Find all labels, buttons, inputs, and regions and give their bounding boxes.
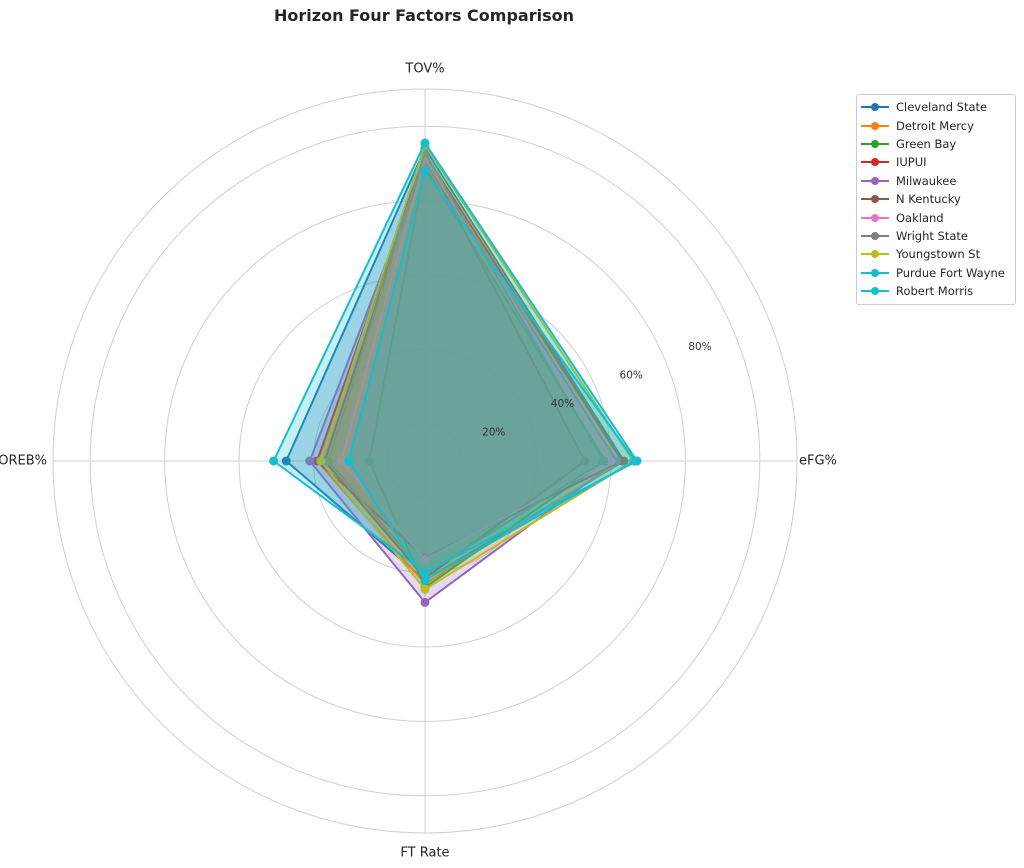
legend-label: Detroit Mercy — [896, 118, 974, 133]
chart-title: Horizon Four Factors Comparison — [274, 6, 574, 25]
radial-tick-label: 80% — [688, 341, 711, 353]
legend-label: Youngstown St — [896, 247, 981, 262]
data-point — [420, 575, 430, 585]
legend-item: Oakland — [857, 208, 1015, 226]
axis-label: FT Rate — [400, 846, 449, 861]
legend-swatch — [861, 120, 889, 132]
legend-item: Wright State — [857, 227, 1015, 245]
legend-item: Milwaukee — [857, 172, 1015, 190]
legend-swatch — [861, 138, 889, 150]
data-point — [316, 456, 326, 466]
legend-swatch — [861, 175, 889, 187]
legend: Cleveland State Detroit Mercy Green Bay IUP… — [856, 94, 1016, 306]
axis-label: TOV% — [404, 62, 444, 77]
data-point — [420, 597, 430, 607]
legend-item: Detroit Mercy — [857, 116, 1015, 134]
legend-item: Cleveland State — [857, 98, 1015, 116]
data-point — [606, 456, 616, 466]
legend-swatch — [861, 267, 889, 279]
data-point — [580, 456, 590, 466]
series-robert-morris — [272, 141, 638, 574]
legend-label: Purdue Fort Wayne — [896, 265, 1005, 280]
legend-swatch — [861, 101, 889, 113]
legend-swatch — [861, 285, 889, 297]
legend-label: Robert Morris — [896, 284, 974, 299]
legend-label: Oakland — [896, 210, 944, 225]
legend-swatch — [861, 230, 889, 242]
data-point — [323, 456, 333, 466]
legend-label: Cleveland State — [896, 100, 988, 115]
legend-label: Wright State — [896, 228, 968, 243]
legend-item: IUPUI — [857, 153, 1015, 171]
legend-label: Milwaukee — [896, 173, 957, 188]
legend-item: Green Bay — [857, 135, 1015, 153]
radar-labels: 20% 40% 60% 80% eFG% TOV% OREB% FT Rate — [0, 62, 837, 861]
data-point — [420, 555, 430, 565]
data-point — [599, 456, 609, 466]
legend-label: Green Bay — [896, 136, 957, 151]
axis-label: eFG% — [799, 454, 837, 469]
data-point — [420, 166, 430, 176]
data-point — [420, 584, 430, 594]
data-point — [305, 456, 315, 466]
data-point — [420, 138, 430, 148]
data-point — [364, 456, 374, 466]
radar-chart: 20% 40% 60% 80% eFG% TOV% OREB% FT Rate — [0, 62, 837, 861]
data-point — [336, 456, 346, 466]
legend-item: Robert Morris — [857, 282, 1015, 300]
radial-tick-label: 60% — [620, 370, 643, 382]
radial-tick-label: 20% — [482, 427, 505, 439]
legend-swatch — [861, 193, 889, 205]
legend-item: Purdue Fort Wayne — [857, 264, 1015, 282]
legend-swatch — [861, 212, 889, 224]
data-point — [632, 456, 642, 466]
radar-series — [269, 138, 642, 607]
legend-swatch — [861, 248, 889, 260]
data-point — [269, 456, 279, 466]
data-point — [420, 568, 430, 578]
data-point — [281, 456, 291, 466]
legend-swatch — [861, 156, 889, 168]
radial-tick-label: 40% — [551, 398, 574, 410]
legend-label: IUPUI — [896, 155, 927, 170]
axis-label: OREB% — [0, 454, 47, 469]
data-point — [344, 456, 354, 466]
legend-item: N Kentucky — [857, 190, 1015, 208]
legend-label: N Kentucky — [896, 192, 961, 207]
legend-item: Youngstown St — [857, 245, 1015, 263]
